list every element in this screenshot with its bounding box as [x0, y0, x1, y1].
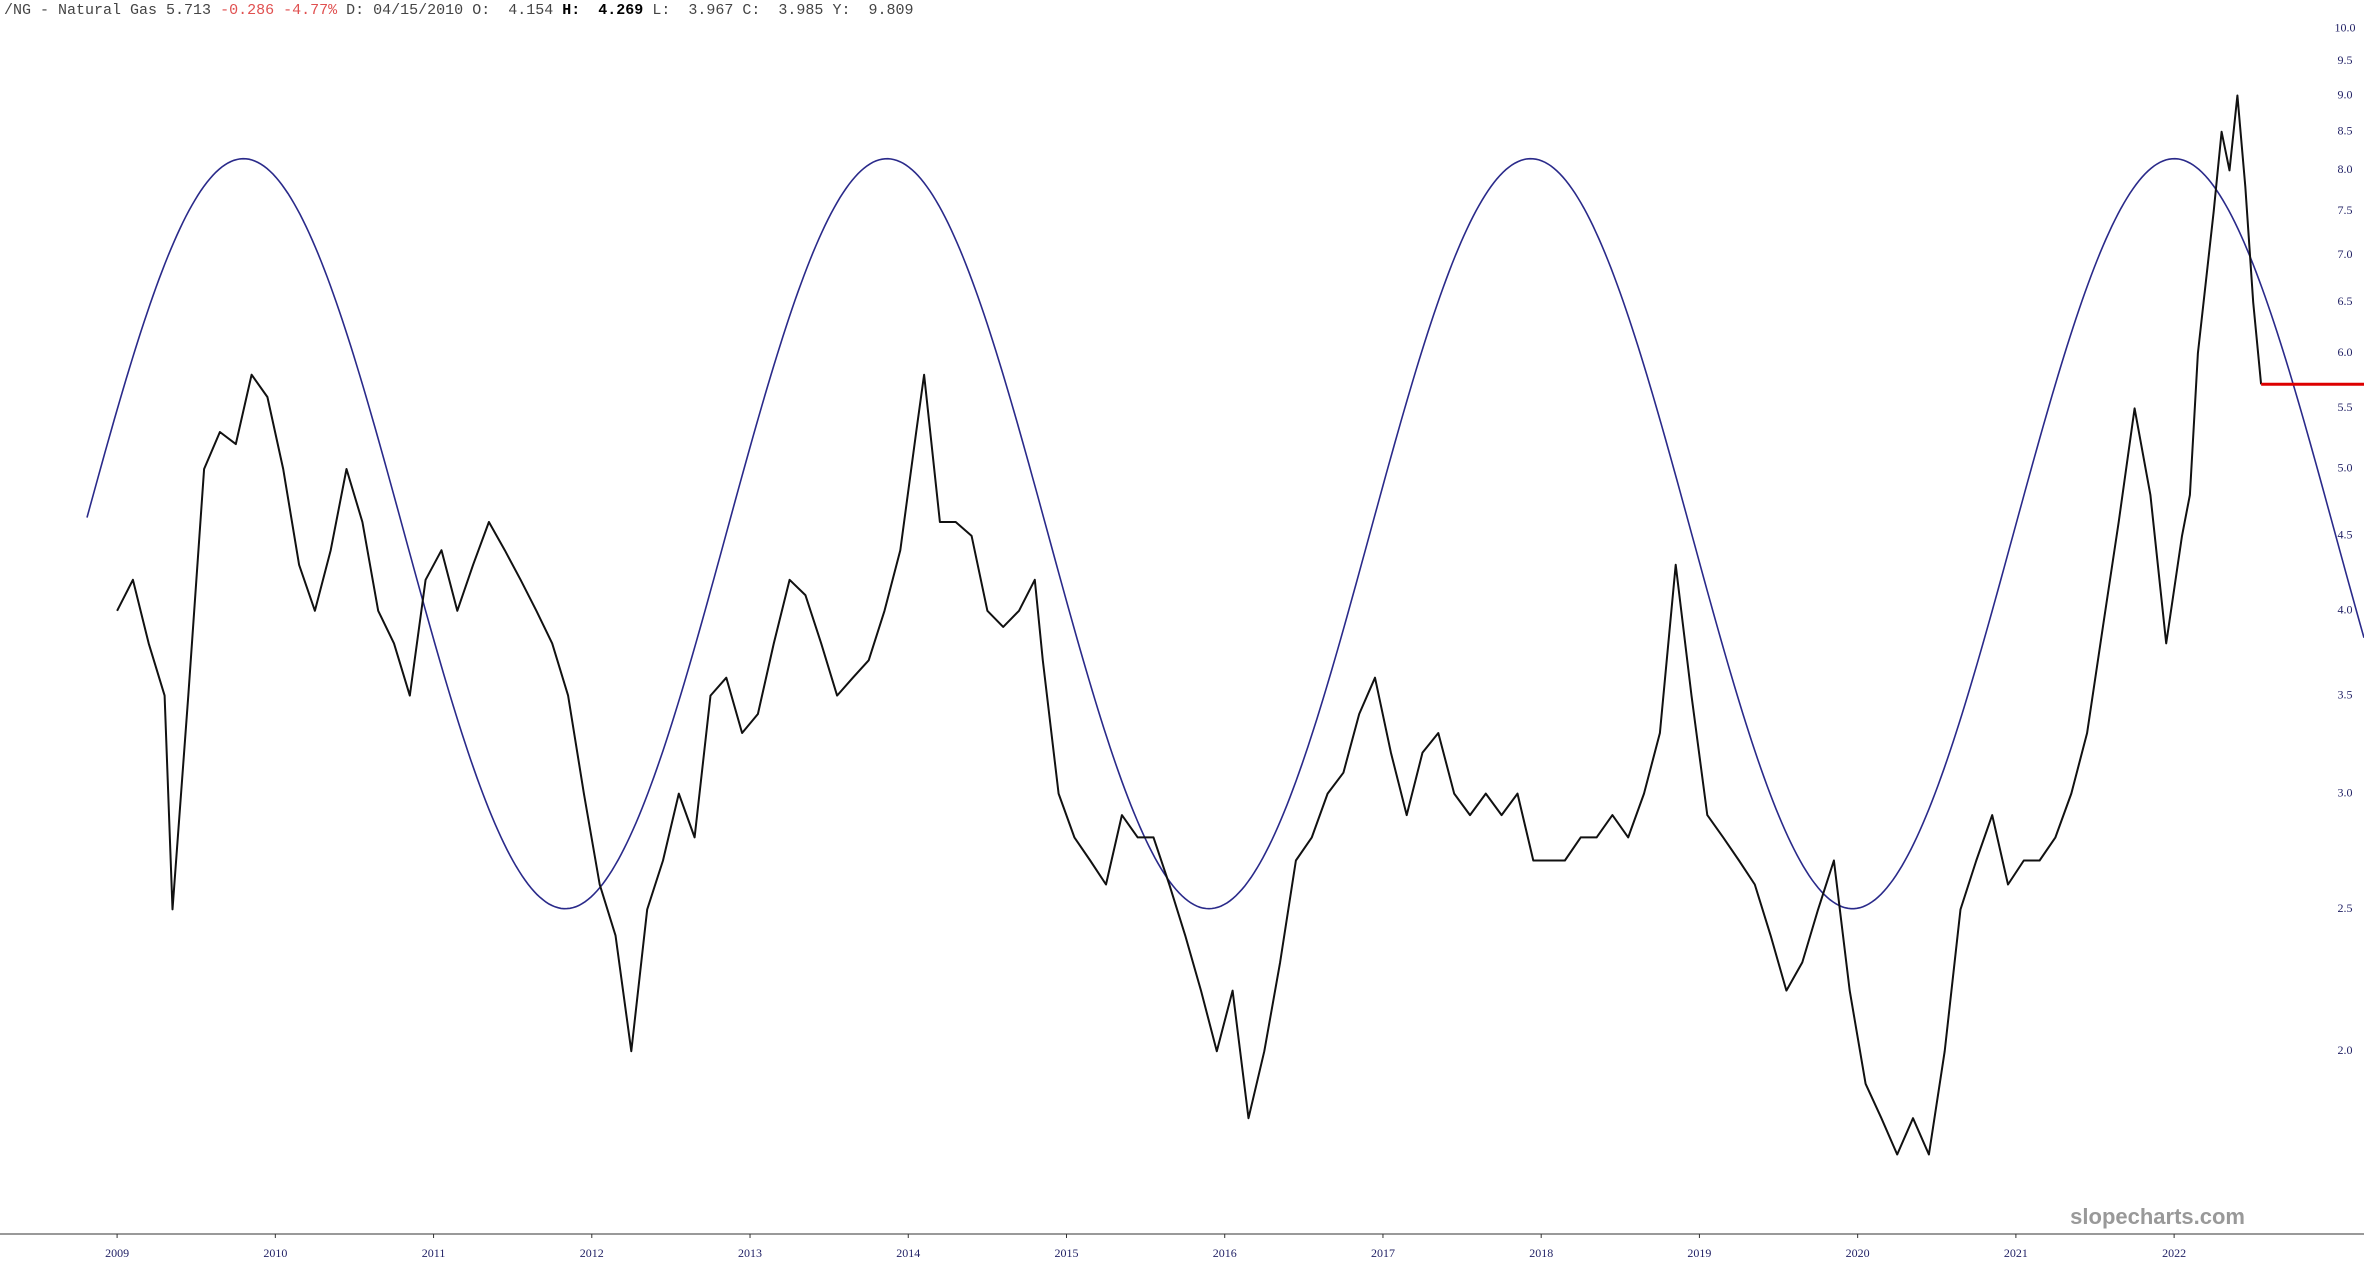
field-label: O: — [472, 2, 491, 19]
high: 4.269 — [598, 2, 644, 19]
y-tick-label: 8.0 — [2338, 162, 2353, 176]
x-tick-label: 2014 — [896, 1246, 920, 1260]
low: 3.967 — [688, 2, 734, 19]
x-tick-label: 2021 — [2004, 1246, 2028, 1260]
field-label: L: — [652, 2, 671, 19]
y-tick-label: 3.0 — [2338, 785, 2353, 799]
y-tick-label: 9.5 — [2338, 53, 2353, 67]
watermark: slopecharts.com — [2070, 1204, 2245, 1229]
x-tick-label: 2016 — [1213, 1246, 1237, 1260]
change: -0.286 — [220, 2, 275, 19]
x-tick-label: 2009 — [105, 1246, 129, 1260]
cycle-curve — [86, 157, 2364, 910]
y-tick-label: 6.0 — [2338, 345, 2353, 359]
x-tick-label: 2019 — [1687, 1246, 1711, 1260]
x-tick-label: 2012 — [580, 1246, 604, 1260]
field-label: Y: — [832, 2, 851, 19]
y-tick-label: 4.5 — [2338, 528, 2353, 542]
ticker: /NG - Natural Gas — [4, 2, 158, 19]
y-tick-label: 5.0 — [2338, 461, 2353, 475]
last-price: 5.713 — [166, 2, 212, 19]
x-tick-label: 2011 — [422, 1246, 446, 1260]
date: 04/15/2010 — [373, 2, 464, 19]
x-tick-label: 2013 — [738, 1246, 762, 1260]
close: 3.985 — [778, 2, 824, 19]
field-label: H: — [562, 2, 581, 19]
change-pct: -4.77% — [283, 2, 338, 19]
y-tick-label: 7.5 — [2338, 203, 2353, 217]
y-tick-label: 3.5 — [2338, 687, 2353, 701]
price-line — [116, 94, 2263, 1156]
y-tick-label: 8.5 — [2338, 124, 2353, 138]
y-tick-label: 7.0 — [2338, 247, 2353, 261]
y-tick-label: 9.0 — [2338, 87, 2353, 101]
y-value: 9.809 — [868, 2, 914, 19]
x-tick-label: 2015 — [1054, 1246, 1078, 1260]
y-tick-label: 5.5 — [2338, 400, 2353, 414]
x-tick-label: 2022 — [2162, 1246, 2186, 1260]
x-tick-label: 2018 — [1529, 1246, 1553, 1260]
y-tick-label: 4.0 — [2338, 603, 2353, 617]
x-tick-label: 2020 — [1846, 1246, 1870, 1260]
field-label: D: — [346, 2, 365, 19]
quote-header: /NG - Natural Gas 5.713 -0.286 -4.77% D:… — [4, 2, 914, 19]
open: 4.154 — [508, 2, 554, 19]
y-tick-label: 10.0 — [2335, 20, 2356, 34]
y-tick-label: 6.5 — [2338, 294, 2353, 308]
field-label: C: — [742, 2, 761, 19]
y-tick-label: 2.5 — [2338, 901, 2353, 915]
x-tick-label: 2010 — [263, 1246, 287, 1260]
y-tick-label: 2.0 — [2338, 1043, 2353, 1057]
x-tick-label: 2017 — [1371, 1246, 1395, 1260]
